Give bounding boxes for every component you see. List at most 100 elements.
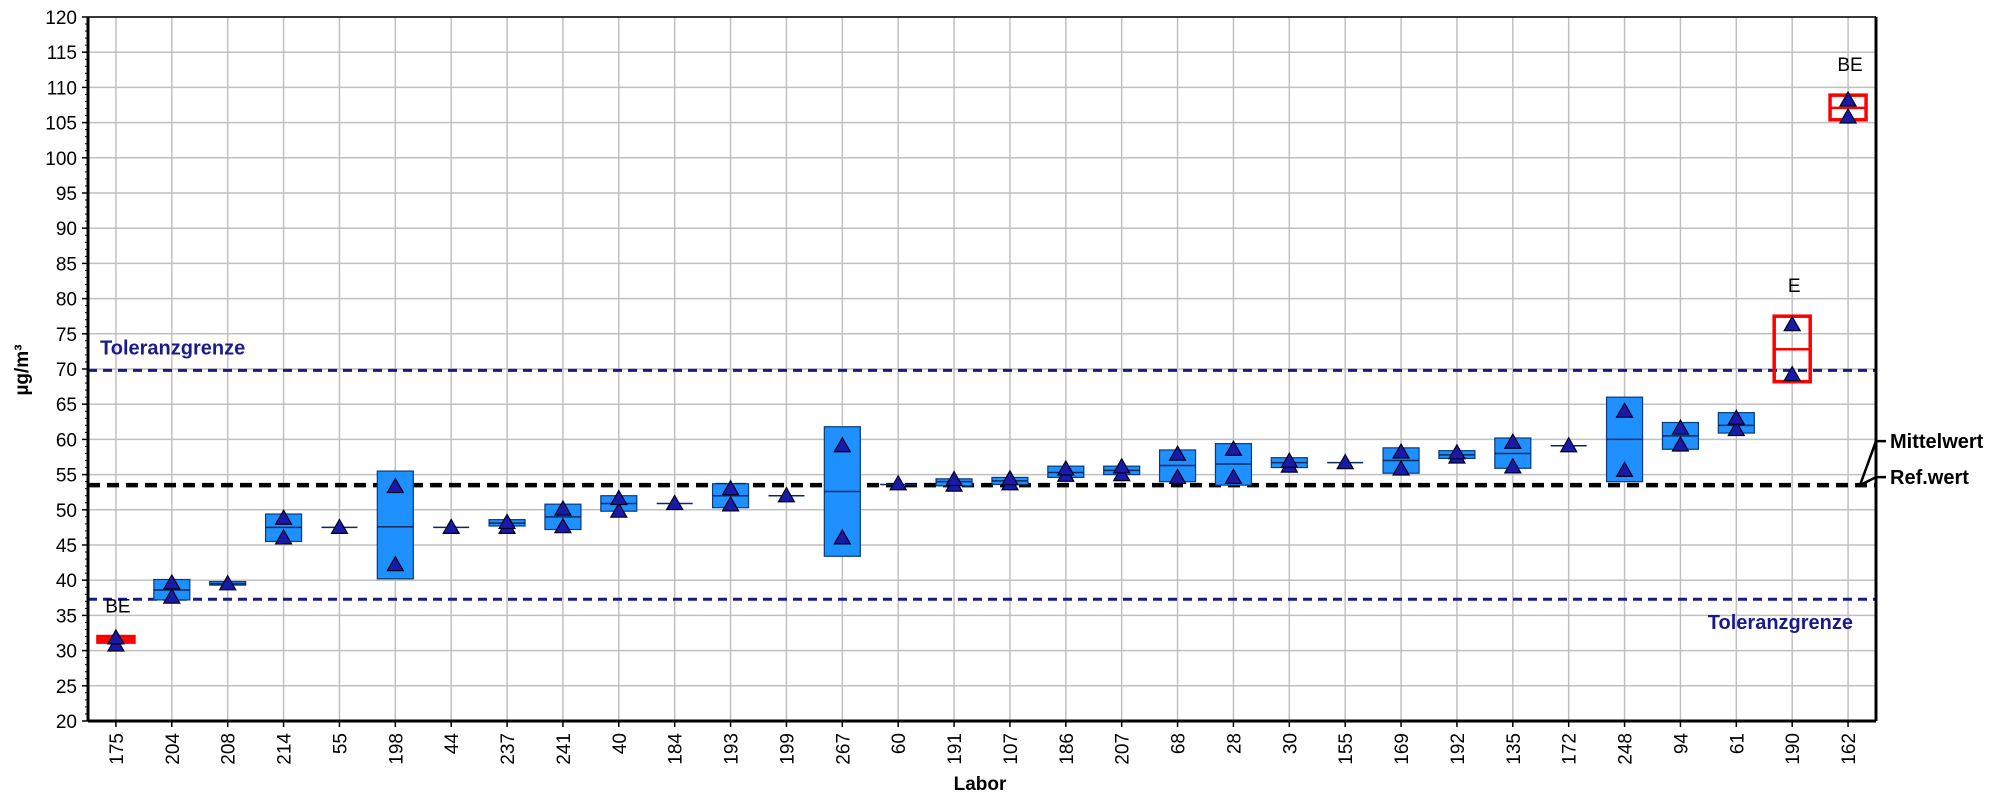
y-tick-label: 110 [47,78,77,99]
lab-marker [1671,418,1690,435]
y-tick-label: 95 [56,184,77,205]
lab-marker [1056,459,1075,476]
lab-marker [162,587,181,604]
x-axis-ticks: 175 204 208 214 55 198 44 237 241 40 184 193 199 267 6… [107,721,1860,765]
x-tick-label: 186 [1057,733,1078,765]
lab-marker [721,479,740,496]
lab-marker [721,495,740,512]
lab-marker [1503,433,1522,449]
lab-markers [106,90,1858,652]
lab-marker [106,628,125,645]
x-tick-label: 192 [1448,733,1469,765]
y-tick-label: 105 [45,114,77,135]
lab-marker [833,436,852,453]
lab-marker [553,517,572,534]
lab-marker [1447,443,1466,460]
reference-lines [88,368,1876,601]
lab-marker [498,513,517,530]
lab-marker [665,494,684,511]
y-tick-label: 100 [45,149,77,170]
x-tick-label: 248 [1616,733,1637,765]
lab-marker [162,573,181,590]
y-tick-label: 65 [56,395,77,416]
y-tick-label: 40 [56,571,77,592]
lab-marker [386,477,405,494]
y-tick-label: 70 [56,360,77,381]
lab-marker [1727,409,1746,425]
x-tick-label: 172 [1560,733,1581,765]
lab-marker [1839,90,1858,107]
lab-marker [1559,436,1578,453]
lab-flag-label: BE [1837,55,1862,76]
lab-marker [330,518,349,535]
x-tick-label: 61 [1727,733,1748,754]
x-tick-label: 190 [1783,733,1804,765]
x-tick-label: 40 [610,733,631,754]
x-tick-label: 191 [945,733,966,765]
x-tick-label: 68 [1169,733,1190,754]
lab-marker [274,509,293,525]
y-tick-label: 120 [45,8,77,29]
x-tick-label: 208 [219,733,240,765]
y-tick-label: 20 [56,712,77,733]
y-tick-label: 50 [56,501,77,522]
y-tick-label: 115 [47,43,77,64]
y-axis-title: µg/m³ [12,344,33,395]
y-tick-label: 55 [56,466,77,487]
x-tick-label: 175 [107,733,128,765]
lab-marker [1280,452,1299,468]
lab-marker [274,528,293,545]
x-tick-label: 199 [777,733,798,765]
lab-marker [1168,468,1187,485]
y-tick-label: 60 [56,430,77,451]
lab-marker [1503,457,1522,474]
y-tick-label: 75 [56,325,77,346]
y-axis-ticks: 20 25 30 35 40 45 50 55 60 65 70 75 80 85 90 95 100 105 11… [45,8,88,733]
y-tick-label: 30 [56,642,77,663]
lab-marker [889,474,908,491]
plot-frame [86,16,1878,723]
lab-marker [1783,365,1802,382]
x-tick-label: 267 [833,733,854,765]
lab-flag-label: E [1788,276,1801,297]
lab-marker [218,574,237,591]
x-tick-label: 107 [1001,733,1022,765]
y-tick-label: 80 [56,290,77,311]
lab-flag-label: BE [105,597,130,618]
tolerance-upper-label: Toleranzgrenze [100,337,245,359]
x-tick-label: 184 [666,733,687,765]
x-tick-label: 55 [330,733,351,754]
label-connector [1858,439,1886,487]
x-axis-title: Labor [954,774,1007,795]
lab-marker [1783,315,1802,332]
lab-marker [1727,420,1746,437]
lab-flags: BE E BE [105,55,1862,617]
lab-marker [1224,468,1243,485]
y-tick-label: 90 [56,219,77,240]
x-tick-label: 207 [1113,733,1134,765]
lab-marker [1671,435,1690,452]
x-tick-label: 162 [1839,733,1860,765]
y-tick-label: 85 [56,254,77,275]
lab-marker [1224,440,1243,456]
tolerance-lower-label: Toleranzgrenze [1708,612,1853,634]
x-tick-label: 44 [442,733,463,755]
lab-marker [945,470,964,487]
lab-marker [1112,457,1131,474]
x-tick-label: 237 [498,733,519,765]
x-tick-label: 155 [1336,733,1357,765]
x-tick-label: 28 [1224,733,1245,754]
x-tick-label: 241 [554,733,575,765]
y-tick-label: 25 [56,677,77,698]
lab-marker [833,528,852,545]
x-tick-label: 169 [1392,733,1413,765]
x-tick-label: 94 [1671,733,1692,755]
lab-marker [1839,107,1858,124]
lab-marker [442,518,461,535]
lab-marker [1615,402,1634,418]
mean-label: Mittelwert [1890,431,1984,453]
x-tick-label: 193 [722,733,743,765]
y-tick-label: 45 [56,536,77,557]
lab-marker [777,486,796,503]
